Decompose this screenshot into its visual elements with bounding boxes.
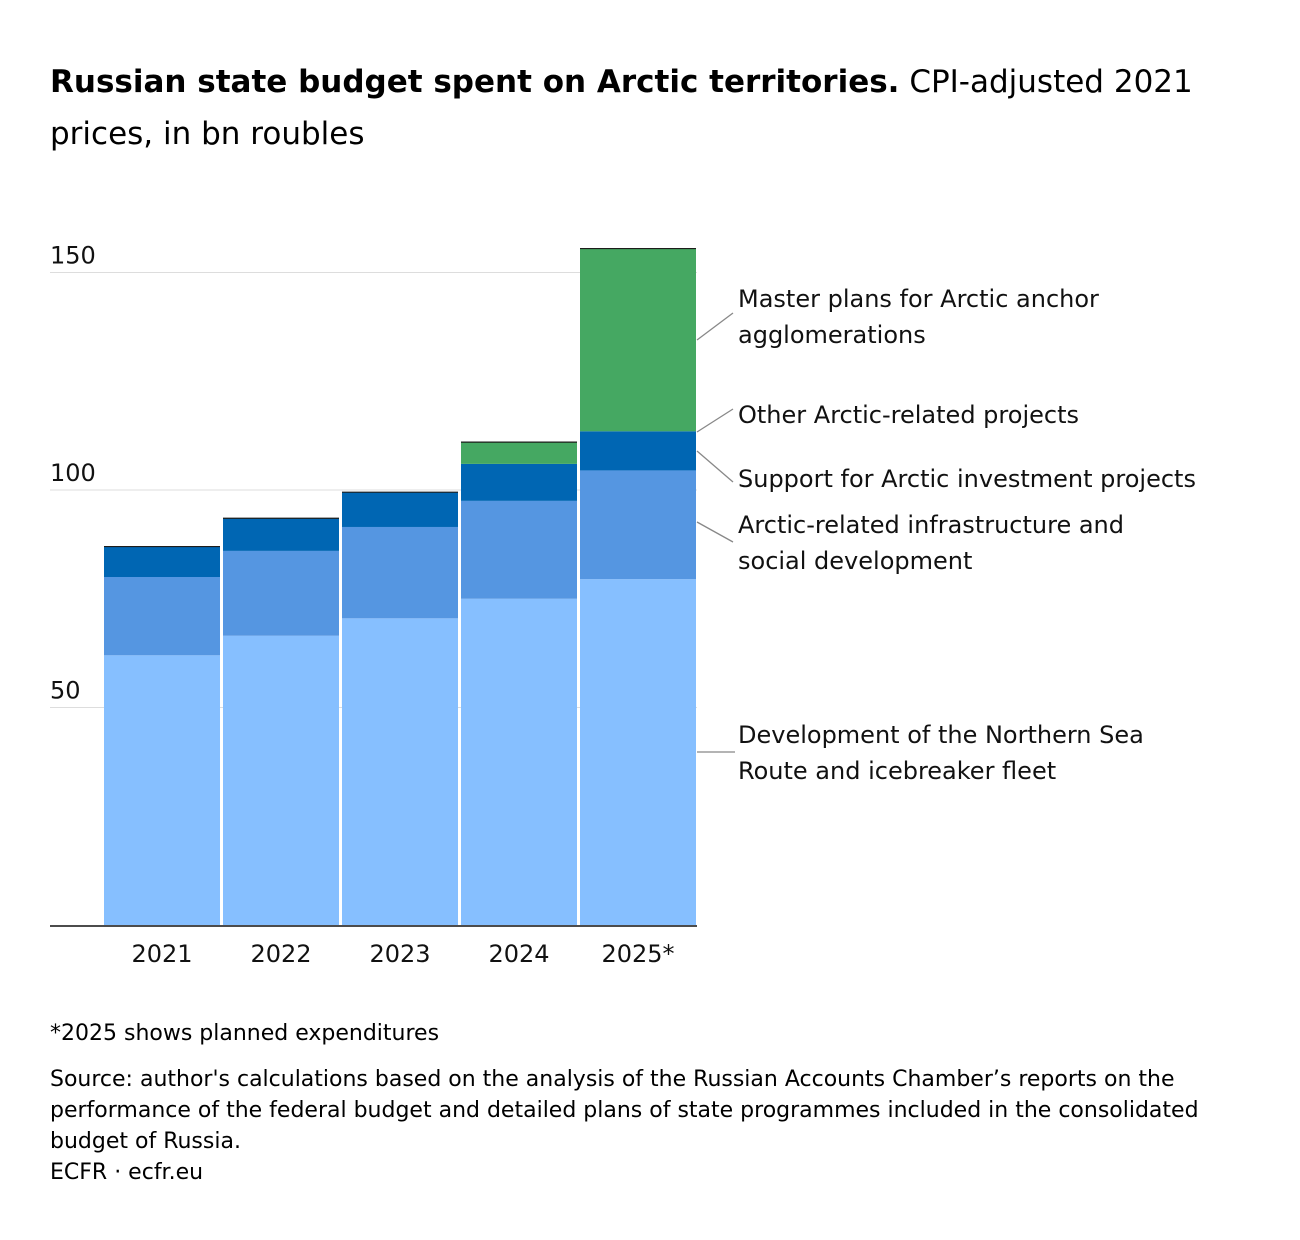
series-label-4: Master plans for Arctic anchor agglomerat… <box>738 285 1099 349</box>
series-label-0: Development of the Northern Sea Route and… <box>738 721 1144 785</box>
leader-line <box>696 408 734 433</box>
bar-segment-s0-2021 <box>104 655 220 925</box>
bar-segment-s1-2025* <box>580 470 696 580</box>
stacked-bar-chart: 50 100 150 2021 2022 2023 2024 2025* Developmen… <box>50 242 1196 968</box>
y-tick-label: 100 <box>50 459 96 487</box>
axes: 50 100 150 2021 2022 2023 2024 2025* <box>50 242 697 968</box>
bar-segment-s2-2023 <box>342 492 458 527</box>
bar-segment-s4-2024 <box>461 442 577 464</box>
chart-subtitle: CPI-adjusted 2021 prices, in bn roubles <box>50 64 1193 152</box>
chart-title: Russian state budget spent on Arctic ter… <box>50 56 1250 160</box>
x-tick-label-2023: 2023 <box>369 940 430 968</box>
bar-segment-s2-2021 <box>104 546 220 577</box>
series-label-2: Support for Arctic investment projects <box>738 465 1196 493</box>
bar-segment-s1-2021 <box>104 577 220 656</box>
x-tick-label-2021: 2021 <box>131 940 192 968</box>
bar-segment-s2-2024 <box>461 463 577 501</box>
series-labels: Development of the Northern Sea Route and… <box>696 285 1196 785</box>
bar-segment-s1-2023 <box>342 526 458 619</box>
credit: ECFR · ecfr.eu <box>50 1160 204 1185</box>
bar-segment-s1-2022 <box>223 550 339 636</box>
footnote: *2025 shows planned expenditures <box>50 1021 440 1046</box>
x-tick-label-2022: 2022 <box>250 940 311 968</box>
x-tick-label-2024: 2024 <box>488 940 549 968</box>
leader-line <box>696 521 734 543</box>
leader-line <box>696 450 734 483</box>
bar-segment-s0-2022 <box>223 635 339 925</box>
bar-segment-s0-2023 <box>342 618 458 925</box>
chart-title-bold: Russian state budget spent on Arctic ter… <box>50 64 900 100</box>
bar-segment-s2-2022 <box>223 518 339 551</box>
bars <box>104 247 696 925</box>
bar-segment-s0-2025* <box>580 579 696 925</box>
bar-segment-s2-2025* <box>580 431 696 471</box>
leader-line <box>696 312 734 341</box>
bar-segment-s1-2024 <box>461 500 577 599</box>
y-tick-label: 50 <box>50 677 81 705</box>
series-label-1: Arctic-related infrastructure and social … <box>738 511 1124 575</box>
bar-segment-s4-2025* <box>580 248 696 432</box>
y-tick-label: 150 <box>50 242 96 270</box>
x-tick-label-2025*: 2025* <box>601 940 674 968</box>
bar-segment-s0-2024 <box>461 598 577 925</box>
source-note: Source: author's calculations based on t… <box>50 1067 1199 1154</box>
series-label-3: Other Arctic-related projects <box>738 401 1079 429</box>
